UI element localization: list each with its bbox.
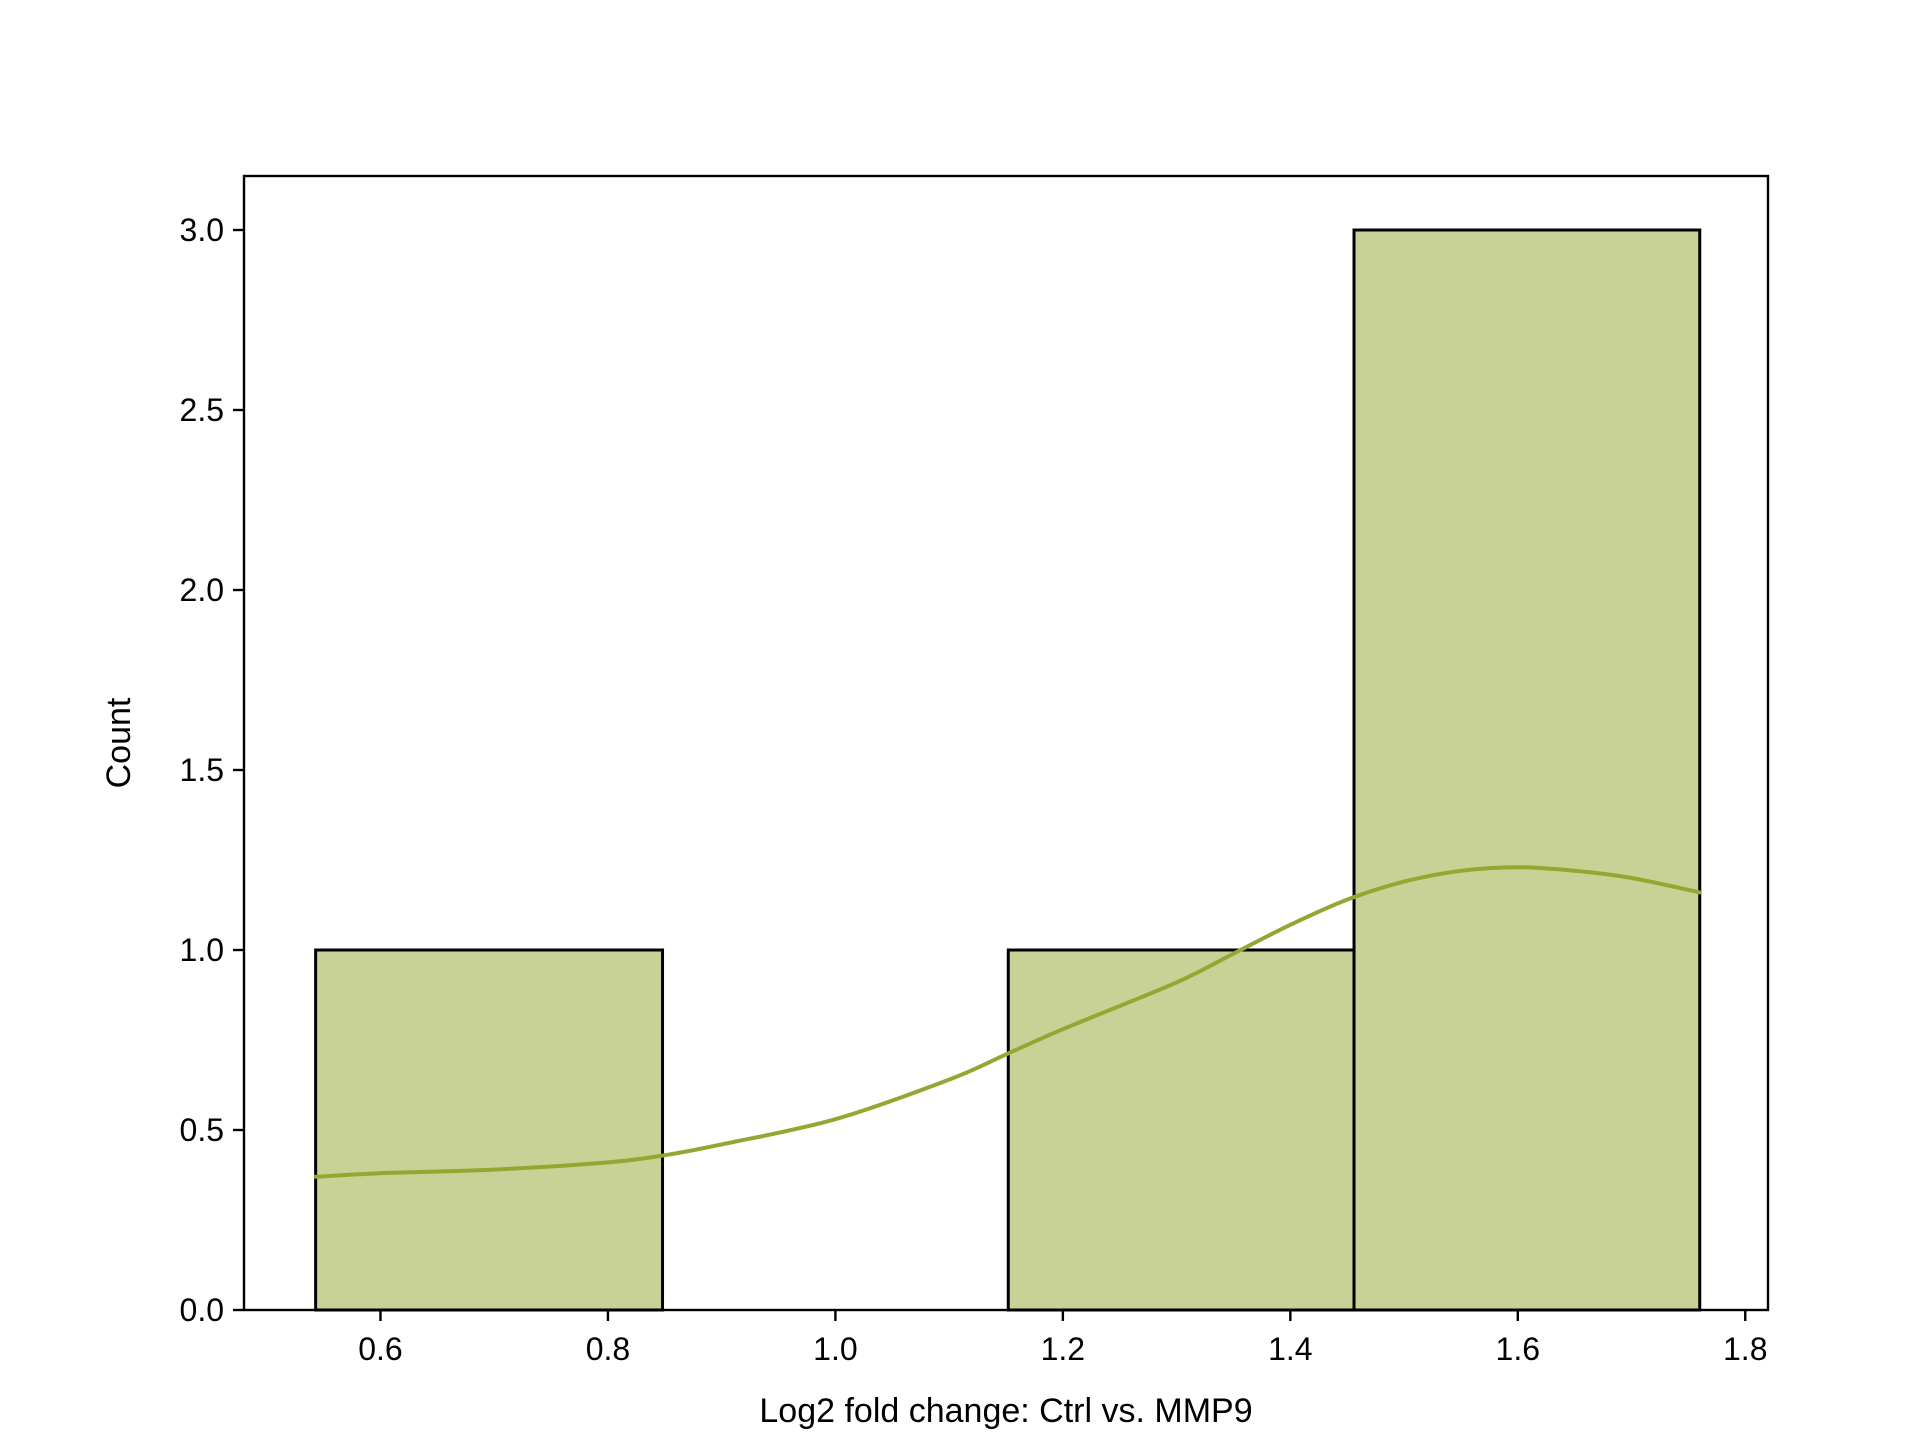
y-tick-label: 1.5 [180,752,224,788]
y-axis-ticks: 0.0 0.5 1.0 1.5 2.0 2.5 3.0 [180,212,244,1328]
kde-curve [313,865,1702,1179]
x-axis-label: Log2 fold change: Ctrl vs. MMP9 [759,1392,1252,1430]
x-tick-label: 0.8 [586,1331,630,1367]
y-tick-label: 1.0 [180,932,224,968]
y-tick-label: 0.0 [180,1292,224,1328]
y-tick-label: 2.5 [180,392,224,428]
histogram-bars [314,228,1702,1312]
x-axis-ticks: 0.6 0.8 1.0 1.2 1.4 1.6 1.8 [358,1310,1767,1367]
x-tick-label: 1.4 [1268,1331,1312,1367]
x-tick-label: 1.8 [1723,1331,1767,1367]
axes-frame [242,174,1770,1312]
histogram-bar-4 [1352,228,1702,1312]
x-tick-label: 1.6 [1496,1331,1540,1367]
y-tick-label: 3.0 [180,212,224,248]
x-tick-label: 1.2 [1041,1331,1085,1367]
x-tick-label: 1.0 [813,1331,857,1367]
x-tick-label: 0.6 [358,1331,402,1367]
y-tick-label: 0.5 [180,1112,224,1148]
histogram-bar-3 [1006,948,1356,1312]
y-axis-label: Count [100,697,138,788]
y-tick-label: 2.0 [180,572,224,608]
histogram-bar-1 [314,948,665,1312]
